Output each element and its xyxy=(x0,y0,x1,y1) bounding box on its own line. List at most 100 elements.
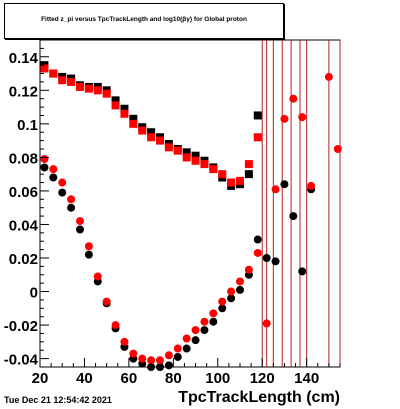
series-1-point-16 xyxy=(182,153,191,162)
series-2-point-21 xyxy=(227,294,236,303)
axis-ticks xyxy=(39,39,341,368)
series-3-point-15 xyxy=(173,344,182,353)
series-1-point-23 xyxy=(244,160,253,169)
series-3-point-22 xyxy=(236,277,244,286)
series-3-point-19 xyxy=(209,309,218,318)
series-3-point-9 xyxy=(120,337,129,346)
series-1-point-8 xyxy=(111,101,120,110)
series-1-point-24 xyxy=(253,133,262,142)
series-2-point-3 xyxy=(67,203,76,212)
series-3-point-3 xyxy=(67,195,76,204)
series-1-point-4 xyxy=(76,82,84,91)
series-2-point-28 xyxy=(289,212,298,221)
series-3-point-20 xyxy=(218,297,227,306)
tick-labels: 20 40 60 80 100 120 140 -0.04 -0.02 0 0.02 0.04 0.06… xyxy=(4,50,319,387)
y-tick-label-0: -0.04 xyxy=(4,352,39,369)
series-2-point-22 xyxy=(236,285,244,294)
series-3-point-11 xyxy=(138,354,147,363)
series-2-point-16 xyxy=(182,344,191,353)
series-0-point-9 xyxy=(120,104,129,113)
series-2-point-24 xyxy=(253,235,262,244)
series-3-point-10 xyxy=(129,349,138,358)
series-0-point-12 xyxy=(147,128,156,137)
series-3-point-21 xyxy=(227,287,236,296)
series-3-point-28 xyxy=(289,94,298,103)
series-3-point-18 xyxy=(200,317,209,326)
series-1-point-22 xyxy=(236,176,244,185)
series-3-point-13 xyxy=(156,356,164,365)
series-3-point-6 xyxy=(93,272,102,281)
series-2-point-29 xyxy=(298,267,307,276)
x-tick-label-6: 140 xyxy=(294,370,319,387)
series-3-point-8 xyxy=(111,321,120,330)
series-1-point-13 xyxy=(156,136,164,145)
series-3-point-27 xyxy=(280,114,289,123)
y-tick-label-5: 0.06 xyxy=(9,184,38,201)
series-3-point-2 xyxy=(58,178,67,187)
series-2-point-14 xyxy=(164,361,173,370)
x-tick-label-3: 80 xyxy=(165,370,182,387)
y-tick-label-7: 0.1 xyxy=(17,117,38,134)
series-2-point-1 xyxy=(49,173,58,182)
x-tick-label-5: 120 xyxy=(250,370,275,387)
chart-title: Fitted z_pi versus TpcTrackLength and lo… xyxy=(41,16,247,23)
series-1-point-19 xyxy=(209,165,218,174)
series-3-point-31 xyxy=(324,72,333,81)
series-1-point-0 xyxy=(40,64,49,73)
series-3-point-7 xyxy=(102,297,111,306)
series-0-point-16 xyxy=(182,148,191,157)
x-tick-label-1: 40 xyxy=(76,370,93,387)
series-1-point-12 xyxy=(147,133,156,142)
series-2-point-26 xyxy=(271,257,280,266)
y-tick-label-8: 0.12 xyxy=(9,83,38,100)
series-1-point-20 xyxy=(218,170,227,179)
x-tick-label-4: 100 xyxy=(205,370,230,387)
series-2-point-15 xyxy=(173,352,182,361)
series-1-point-18 xyxy=(200,160,209,169)
series-3-point-12 xyxy=(147,356,156,365)
series-1-point-9 xyxy=(120,109,129,118)
series-3-point-24 xyxy=(253,248,262,257)
y-tick-label-4: 0.04 xyxy=(9,217,39,234)
series-3-point-14 xyxy=(164,351,173,360)
series-2-point-17 xyxy=(191,336,200,345)
series-1-point-21 xyxy=(227,178,236,187)
y-tick-label-9: 0.14 xyxy=(9,50,39,67)
series-3-point-25 xyxy=(262,319,271,328)
y-tick-label-3: 0.02 xyxy=(9,251,38,268)
series-2-point-0 xyxy=(40,163,49,172)
series-3-point-26 xyxy=(271,185,280,194)
series-2-point-19 xyxy=(209,317,218,326)
series-1-point-1 xyxy=(49,69,58,78)
data-markers xyxy=(40,61,342,371)
series-1-point-15 xyxy=(173,146,182,155)
series-2-point-27 xyxy=(280,180,289,189)
y-tick-label-6: 0.08 xyxy=(9,150,38,167)
series-1-point-14 xyxy=(164,143,173,152)
x-tick-label-2: 60 xyxy=(121,370,138,387)
series-0-point-10 xyxy=(129,114,138,123)
y-tick-label-2: 0 xyxy=(30,285,38,302)
series-3-point-29 xyxy=(298,113,307,122)
series-0-point-17 xyxy=(191,151,200,160)
series-1-point-3 xyxy=(67,77,76,86)
series-3-point-16 xyxy=(182,334,191,343)
series-1-point-10 xyxy=(129,119,138,128)
y-tick-label-1: -0.02 xyxy=(4,318,38,335)
x-axis-label: TpcTrackLength (cm) xyxy=(178,389,340,406)
series-3-point-5 xyxy=(84,242,93,251)
series-3-point-0 xyxy=(40,155,49,164)
series-0-point-24 xyxy=(253,111,262,120)
title-box: Fitted z_pi versus TpcTrackLength and lo… xyxy=(4,3,284,39)
reference-lines xyxy=(261,40,341,367)
series-3-point-32 xyxy=(333,145,342,153)
series-3-point-4 xyxy=(76,217,84,226)
series-1-point-17 xyxy=(191,156,200,165)
series-2-point-5 xyxy=(84,250,93,259)
x-tick-label-0: 20 xyxy=(32,370,49,387)
series-2-point-2 xyxy=(58,188,67,197)
series-2-point-4 xyxy=(76,225,84,234)
series-2-point-18 xyxy=(200,326,209,335)
series-0-point-8 xyxy=(111,96,120,105)
